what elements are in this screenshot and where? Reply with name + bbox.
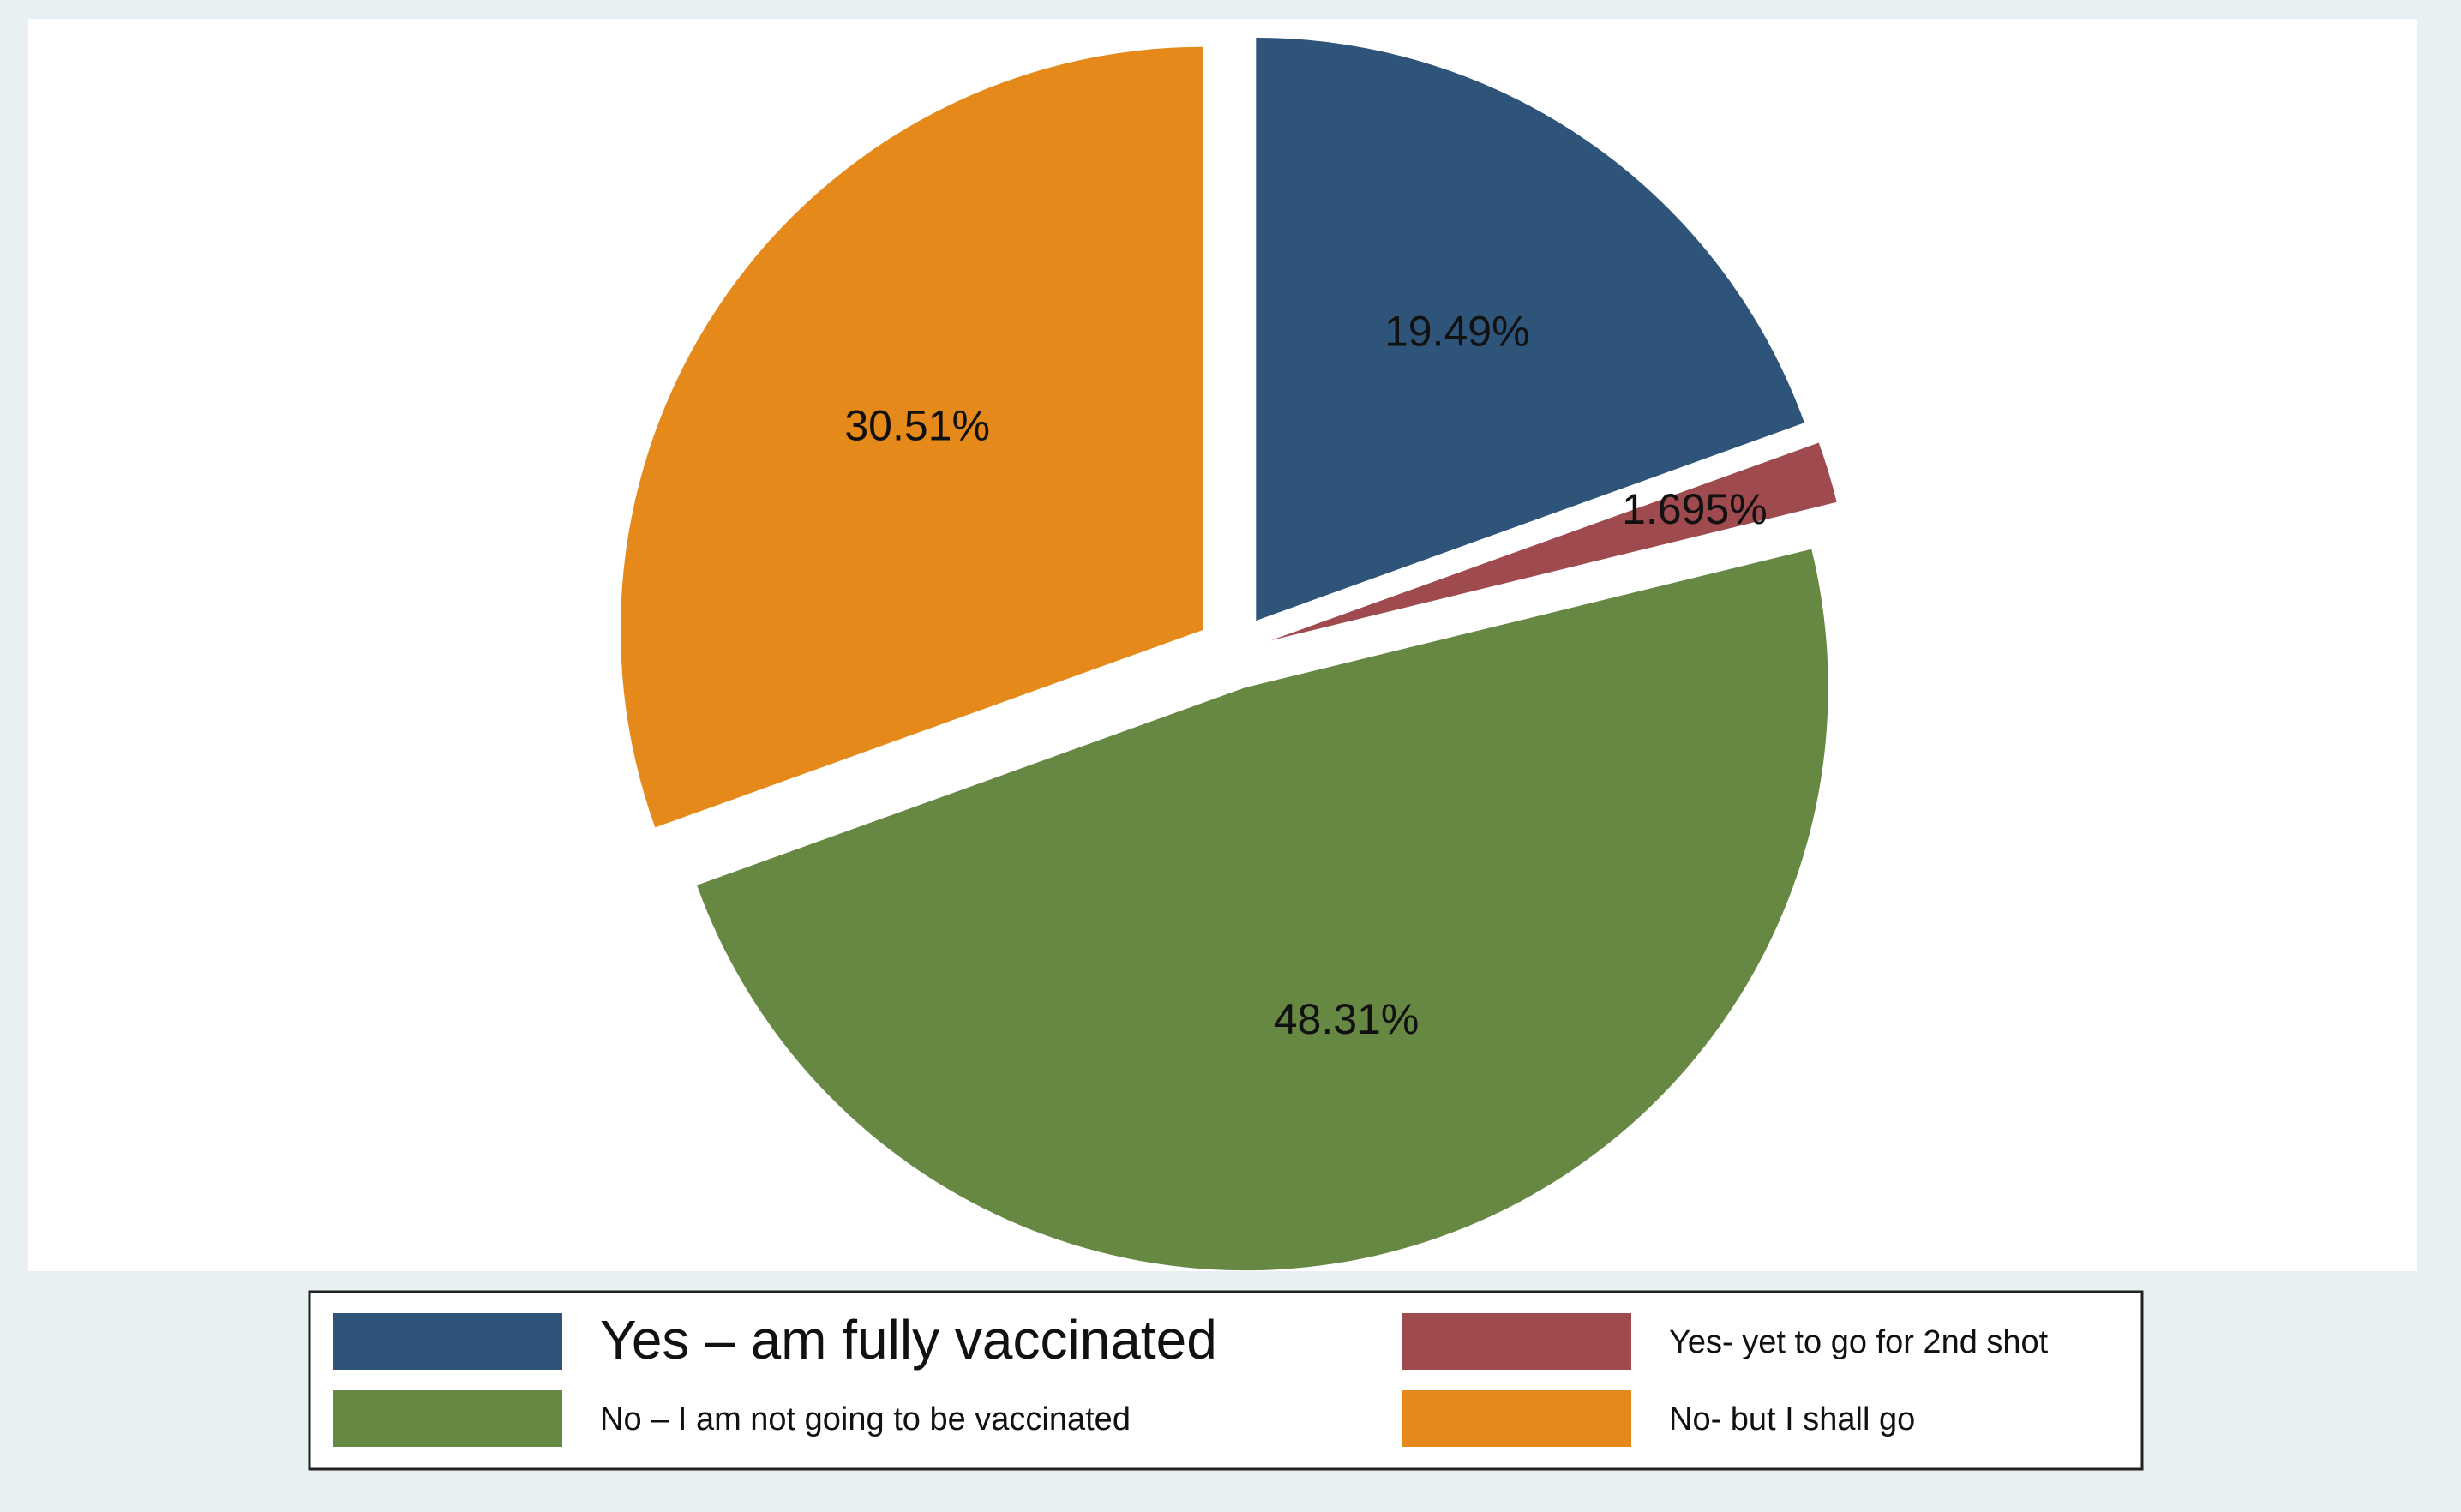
slice-label: 1.695%	[1622, 485, 1768, 533]
legend-label: No – I am not going to be vaccinated	[600, 1401, 1131, 1437]
pie-slice	[620, 46, 1203, 828]
legend-swatch	[1402, 1390, 1631, 1447]
slice-label: 30.51%	[844, 401, 990, 449]
pie-slice	[1270, 442, 1837, 641]
legend-box	[308, 1290, 2144, 1471]
legend-label: Yes- yet to go for 2nd shot	[1669, 1324, 2049, 1360]
legend-label: No- but I shall go	[1669, 1401, 1915, 1437]
legend-swatch	[333, 1390, 562, 1447]
legend-label: Yes – am fully vaccinated	[600, 1309, 1217, 1371]
legend-swatch	[1402, 1313, 1631, 1370]
slice-label: 19.49%	[1384, 307, 1530, 355]
slice-label: 48.31%	[1274, 995, 1420, 1043]
pie-slice	[697, 549, 1828, 1271]
legend-swatch	[333, 1313, 562, 1370]
pie-slice	[1256, 37, 1804, 621]
